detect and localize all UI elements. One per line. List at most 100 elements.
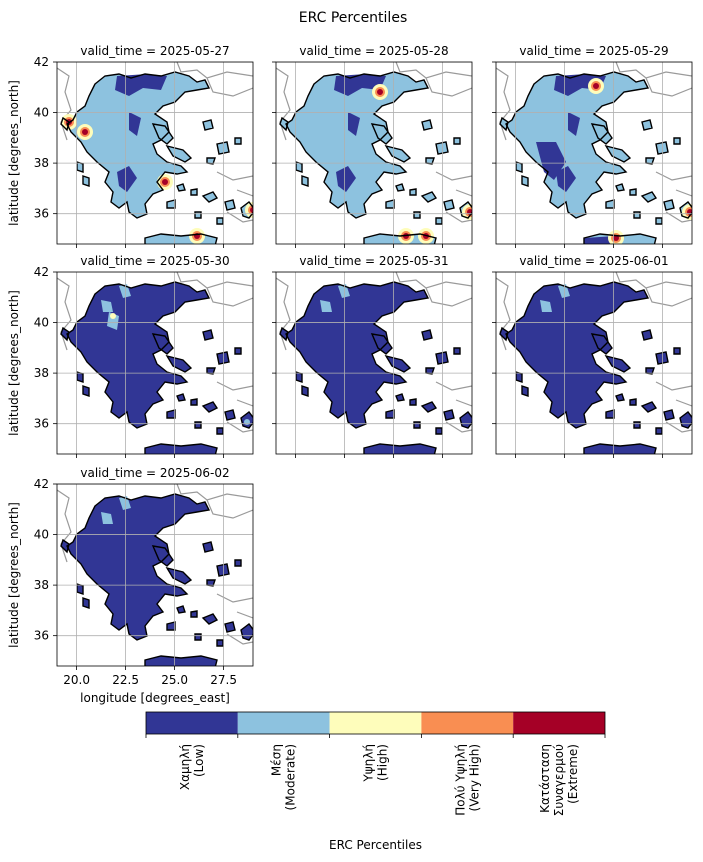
panel-title: valid_time = 2025-05-30	[80, 254, 229, 268]
extreme-zone	[162, 179, 168, 185]
greece-land	[61, 72, 253, 244]
low-zone	[348, 112, 360, 136]
colorbar-class-label: Πολύ Υψηλή(Very High)	[453, 744, 481, 816]
y-axis-label: latitude [degrees_north]	[7, 502, 21, 648]
greece-land	[500, 72, 692, 244]
extreme-zone	[250, 207, 253, 213]
colorbar-swatch	[146, 712, 238, 734]
moderate-zone	[244, 419, 250, 425]
colorbar-label: ERC Percentiles	[329, 838, 422, 852]
extreme-zone	[82, 129, 88, 135]
axes-frame	[56, 483, 254, 667]
country-border	[206, 77, 253, 97]
colorbar-swatch	[421, 712, 514, 734]
colorbar-swatch	[237, 712, 330, 734]
country-border	[645, 287, 692, 307]
greece-land	[61, 282, 253, 454]
axes-frame	[275, 61, 473, 245]
country-border	[395, 62, 472, 79]
y-axis-label: latitude [degrees_north]	[7, 290, 21, 436]
colorbar: Χαμηλή(Low) Μέση(Moderate) Υψηλή(High) Πολύ…	[145, 711, 606, 852]
panel-title: valid_time = 2025-05-31	[299, 254, 448, 268]
colorbar-swatch	[513, 712, 605, 734]
moderate-zone	[540, 300, 552, 312]
coastline-turkey	[216, 593, 253, 645]
moderate-zone	[101, 512, 113, 524]
low-zone	[336, 166, 356, 192]
panel-title: valid_time = 2025-05-29	[519, 44, 668, 58]
y-tick-label: 40	[34, 528, 49, 542]
y-tick-label: 36	[34, 417, 49, 431]
coastline-turkey	[655, 171, 692, 223]
y-tick-label: 42	[34, 265, 49, 279]
coastline-turkey	[216, 171, 253, 223]
coastline-turkey	[435, 171, 472, 223]
map-panel: valid_time = 2025-05-27 42 40 38 36 latitude …	[7, 44, 254, 248]
x-tick-label: 20.0	[63, 673, 90, 687]
map-panel: valid_time = 2025-05-30 42 40 38 36 latitude …	[7, 254, 254, 458]
low-zone	[556, 166, 576, 192]
country-border	[395, 272, 472, 289]
panel-title: valid_time = 2025-05-28	[299, 44, 448, 58]
y-tick-label: 38	[34, 366, 49, 380]
greece-land	[500, 282, 692, 454]
colorbar-class-label: Χαμηλή(Low)	[178, 744, 206, 790]
extreme-zone	[377, 89, 383, 95]
colorbar-swatch	[329, 712, 422, 734]
y-tick-label: 36	[34, 207, 49, 221]
colorbar-class-label: ΚατάστασηΣυναγερμού(Extreme)	[538, 744, 580, 816]
low-zone	[117, 166, 137, 192]
colorbar-class-label: Μέση(Moderate)	[270, 744, 298, 810]
y-axis-label: latitude [degrees_north]	[7, 80, 21, 226]
low-zone	[536, 142, 566, 180]
moderate-zone	[107, 312, 119, 330]
country-border	[206, 287, 253, 307]
y-tick-label: 42	[34, 477, 49, 491]
axes-frame	[495, 61, 693, 245]
country-border	[176, 484, 253, 501]
country-border	[425, 287, 472, 307]
coastline-turkey	[655, 381, 692, 433]
x-tick-label: 25.0	[161, 673, 188, 687]
panel-title: valid_time = 2025-05-27	[80, 44, 229, 58]
panel-title: valid_time = 2025-06-02	[80, 466, 229, 480]
figure-title: ERC Percentiles	[299, 10, 407, 26]
greece-land	[61, 494, 253, 666]
low-zone	[568, 112, 580, 136]
extreme-zone	[613, 235, 619, 241]
axes-frame	[495, 271, 693, 455]
country-border	[645, 77, 692, 97]
low-zone	[129, 112, 141, 136]
moderate-zone	[320, 300, 332, 312]
y-tick-label: 40	[34, 106, 49, 120]
high-zone	[110, 313, 116, 319]
map-panel: valid_time = 2025-05-29	[492, 44, 693, 248]
axes-frame	[275, 271, 473, 455]
y-tick-label: 40	[34, 316, 49, 330]
map-panel: valid_time = 2025-06-01	[492, 254, 693, 458]
colorbar-frame	[145, 711, 606, 735]
low-zone	[334, 74, 386, 96]
low-zone	[115, 74, 167, 96]
panel-title: valid_time = 2025-06-01	[519, 254, 668, 268]
country-border	[176, 62, 253, 79]
x-axis-label: longitude [degrees_east]	[80, 691, 230, 705]
coastline-turkey	[435, 381, 472, 433]
x-tick-label: 27.5	[210, 673, 237, 687]
map-panel: valid_time = 2025-05-31	[272, 254, 473, 458]
coastline-turkey	[216, 381, 253, 433]
axes-frame	[56, 271, 254, 455]
colorbar-class-label: Υψηλή(High)	[362, 744, 390, 783]
extreme-zone	[593, 83, 599, 89]
y-tick-label: 38	[34, 578, 49, 592]
map-panel: valid_time = 2025-05-28	[272, 44, 473, 248]
y-tick-label: 38	[34, 156, 49, 170]
map-panel: valid_time = 2025-06-02 42 40 38 36 latitude …	[7, 466, 254, 705]
country-border	[206, 499, 253, 519]
x-tick-label: 22.5	[112, 673, 139, 687]
country-border	[425, 77, 472, 97]
y-tick-label: 36	[34, 629, 49, 643]
country-border	[615, 272, 692, 289]
country-border	[615, 62, 692, 79]
